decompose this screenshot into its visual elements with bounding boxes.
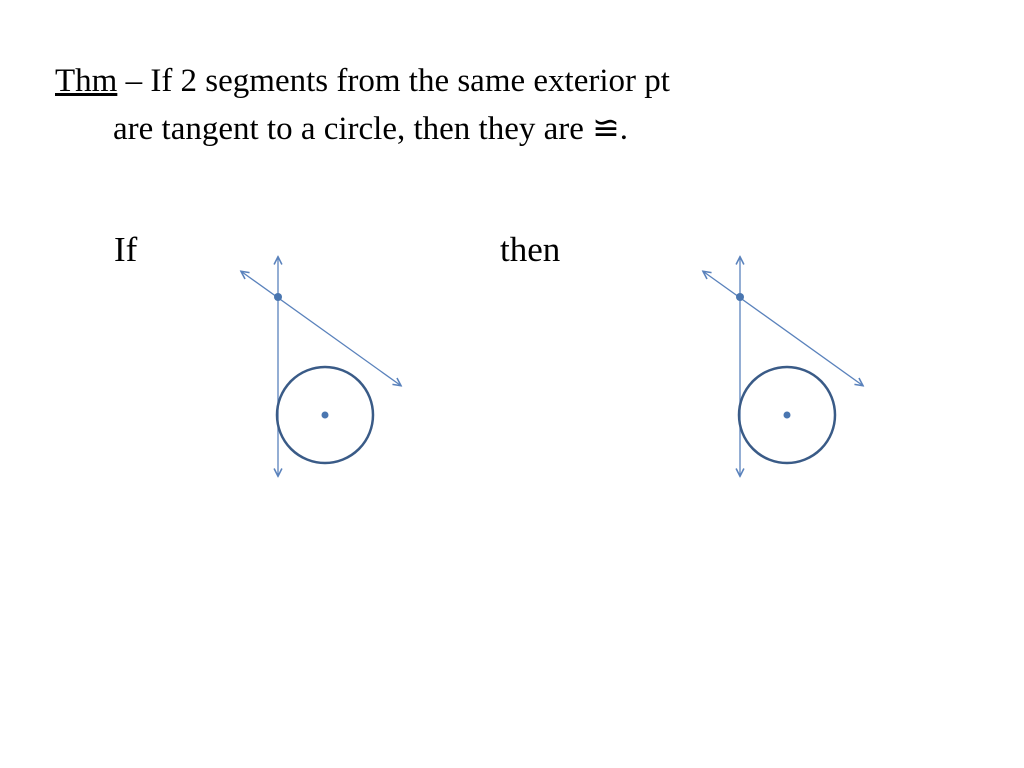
theorem-line1: If 2 segments from the same exterior pt [150, 63, 670, 99]
theorem-statement: Thm – If 2 segments from the same exteri… [55, 58, 955, 154]
tangent-diagram-right [672, 240, 892, 500]
diagram-if [210, 240, 430, 505]
then-label: then [500, 230, 560, 270]
diagram-then [672, 240, 892, 505]
theorem-line2: are tangent to a circle, then they are ≌… [55, 106, 955, 154]
theorem-dash: – [117, 63, 150, 99]
center-dot [322, 412, 329, 419]
exterior-point-dot [736, 293, 744, 301]
center-dot [784, 412, 791, 419]
tangent-diagram-left [210, 240, 430, 500]
if-label: If [114, 230, 137, 270]
exterior-point-dot [274, 293, 282, 301]
theorem-label: Thm [55, 63, 117, 99]
